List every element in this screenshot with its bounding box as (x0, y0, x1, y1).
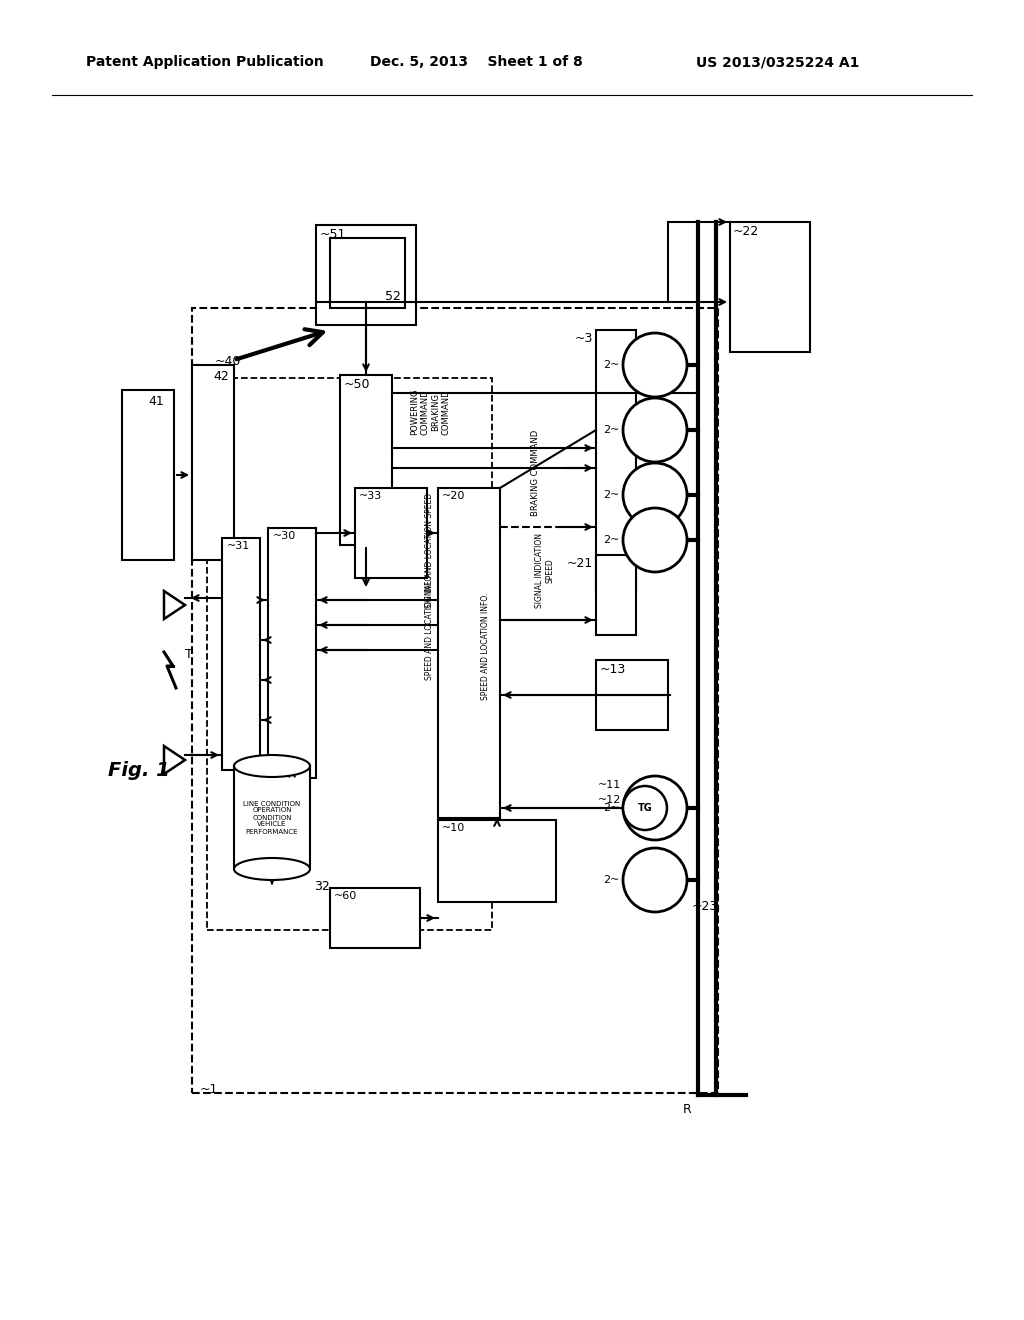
Circle shape (623, 785, 667, 830)
Bar (330, 888, 420, 948)
Bar (340, 375, 392, 545)
Bar (268, 528, 316, 777)
Text: 2~: 2~ (603, 875, 620, 884)
Bar (596, 330, 636, 590)
Bar (222, 539, 260, 770)
Text: Dec. 5, 2013    Sheet 1 of 8: Dec. 5, 2013 Sheet 1 of 8 (370, 55, 583, 69)
Text: 52: 52 (385, 290, 401, 304)
Bar (730, 222, 810, 352)
Text: ~31: ~31 (227, 541, 250, 550)
Bar (316, 224, 416, 325)
Bar (355, 488, 427, 578)
Text: BRAKING COMMAND: BRAKING COMMAND (530, 430, 540, 516)
Text: ~21: ~21 (566, 557, 593, 570)
Text: ~11: ~11 (598, 780, 621, 789)
Bar (596, 660, 668, 730)
Text: ~30: ~30 (273, 531, 296, 541)
Text: SIGNAL INDICATION
SPEED: SIGNAL INDICATION SPEED (536, 533, 555, 609)
Bar (193, 308, 718, 1093)
Bar (193, 366, 234, 560)
Bar (330, 238, 406, 308)
Text: ~60: ~60 (334, 891, 357, 902)
Text: ~20: ~20 (442, 491, 465, 502)
Text: ~22: ~22 (733, 224, 759, 238)
Text: 2~: 2~ (603, 360, 620, 370)
Text: 2~: 2~ (603, 490, 620, 500)
Circle shape (623, 399, 687, 462)
Text: ~51: ~51 (319, 228, 346, 242)
Text: ~3: ~3 (574, 333, 593, 345)
Text: ~50: ~50 (344, 378, 371, 391)
Text: 41: 41 (148, 395, 164, 408)
Text: SIGNAL AND LOCATION SPEED: SIGNAL AND LOCATION SPEED (426, 492, 434, 609)
Text: ~40: ~40 (215, 355, 242, 368)
Text: R: R (683, 1104, 692, 1115)
Bar (234, 766, 310, 869)
Circle shape (623, 463, 687, 527)
Bar (596, 554, 636, 635)
Text: POWERING
COMMAND
BRAKING
COMMAND: POWERING COMMAND BRAKING COMMAND (410, 388, 451, 436)
Text: US 2013/0325224 A1: US 2013/0325224 A1 (696, 55, 860, 69)
Text: ~10: ~10 (442, 822, 465, 833)
Text: ~1: ~1 (200, 1082, 218, 1096)
Text: 42: 42 (213, 370, 228, 383)
Text: SPEED AND LOCATION INFO.: SPEED AND LOCATION INFO. (480, 593, 489, 700)
Text: T: T (185, 648, 193, 661)
Text: 32: 32 (314, 880, 330, 894)
Circle shape (623, 776, 687, 840)
Text: Patent Application Publication: Patent Application Publication (86, 55, 324, 69)
Circle shape (623, 508, 687, 572)
Text: ~23: ~23 (692, 900, 718, 913)
Text: LINE CONDITION
OPERATION
CONDITION
VEHICLE
PERFORMANCE: LINE CONDITION OPERATION CONDITION VEHIC… (244, 800, 301, 834)
Text: ~12: ~12 (598, 795, 621, 805)
Text: Fig. 1: Fig. 1 (108, 760, 170, 780)
Text: 2~: 2~ (603, 425, 620, 436)
Text: ~13: ~13 (600, 663, 627, 676)
Text: 2~: 2~ (603, 803, 620, 813)
Text: TG: TG (638, 803, 652, 813)
Bar (207, 378, 492, 931)
Circle shape (623, 847, 687, 912)
Circle shape (623, 333, 687, 397)
Bar (438, 488, 500, 818)
Bar (122, 389, 174, 560)
Ellipse shape (234, 755, 310, 777)
Text: SPEED AND LOCATION INFO.: SPEED AND LOCATION INFO. (426, 573, 434, 680)
Ellipse shape (234, 858, 310, 880)
Text: ~33: ~33 (359, 491, 382, 502)
Text: 2~: 2~ (603, 535, 620, 545)
Bar (438, 820, 556, 902)
